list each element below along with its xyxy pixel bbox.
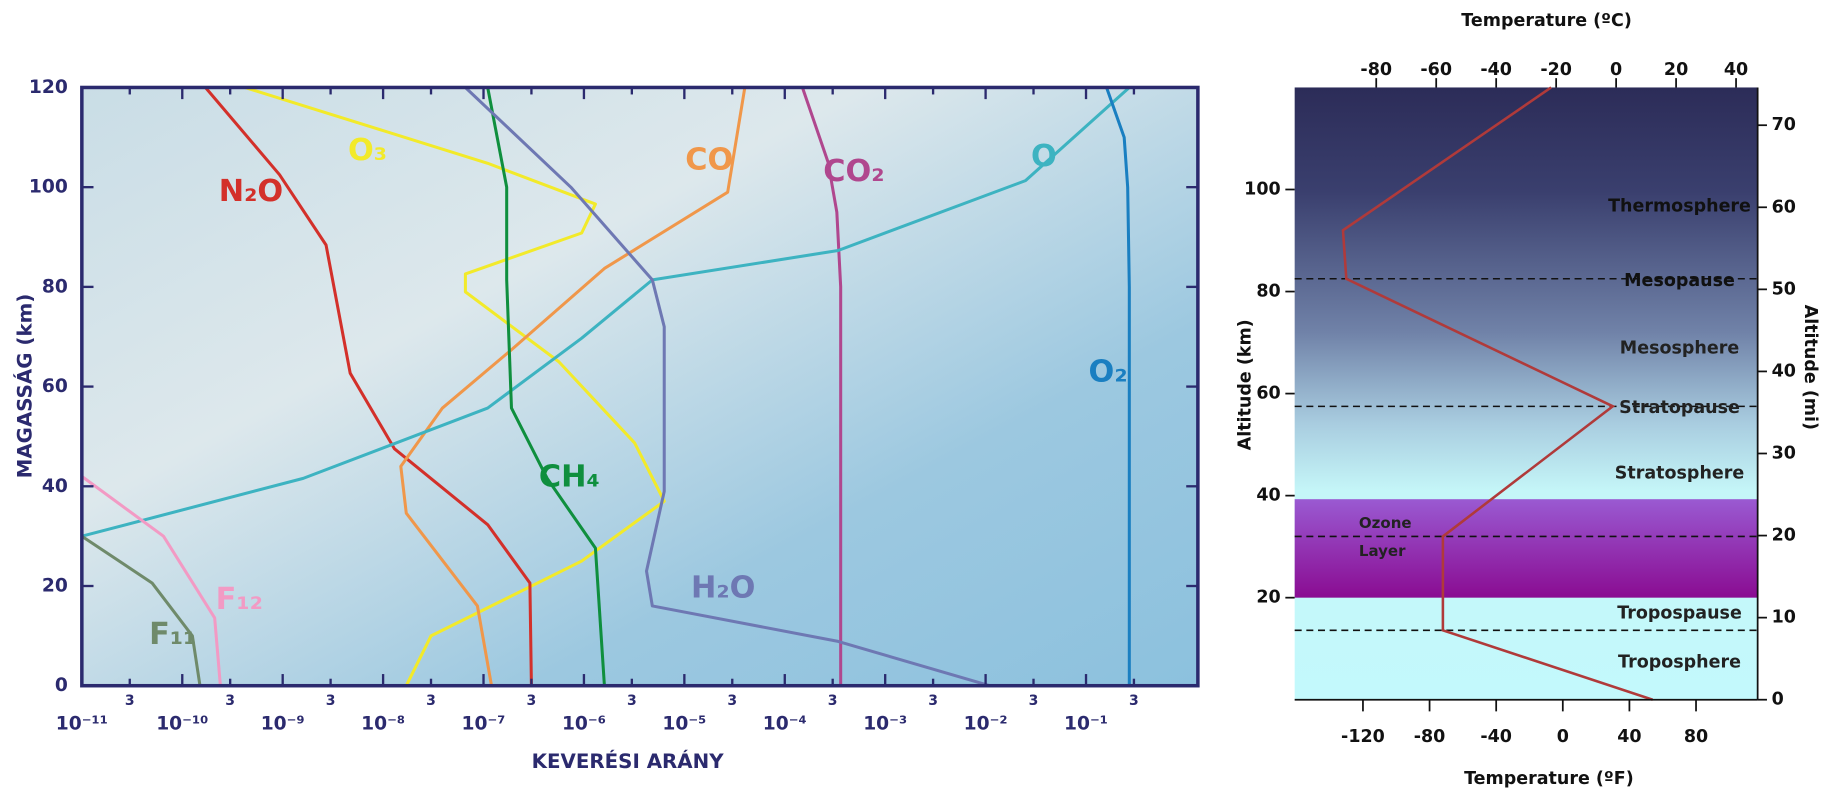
y-tick-label: 120 [29,77,68,98]
y2-axis-title: Altitude (mi) [1800,305,1820,430]
x-tick-label: 3 [828,693,838,709]
x-tick-label: -120 [1341,727,1385,747]
x2-tick-label: 20 [1664,60,1688,80]
x-tick-label: 10⁻⁴ [763,714,807,735]
series-label: O [1031,139,1057,174]
series-label: F₁₁ [149,617,196,652]
layer-label: Stratopause [1619,398,1740,418]
series-label: CO₂ [823,154,884,189]
x-tick-label: 3 [326,693,336,709]
layer-label: Mesopause [1624,271,1735,291]
x-tick-label: 3 [225,693,235,709]
y-tick-label: 40 [1256,486,1280,506]
y-tick-label: 100 [29,177,68,198]
y-axis-title: MAGASSÁG (km) [13,294,36,479]
y2-tick-label: 60 [1772,197,1796,217]
y-tick-label: 80 [1256,282,1280,302]
series-label: CH₄ [539,460,600,495]
x-tick-label: 10⁻¹ [1064,714,1108,735]
series-label: H₂O [691,570,755,605]
y-tick-label: 80 [42,276,68,297]
x2-tick-label: 0 [1610,60,1622,80]
x-tick-label: 3 [527,693,537,709]
x-tick-label: 80 [1684,727,1708,747]
y-tick-label: 20 [42,576,68,597]
ozone-label: Ozone Layer [1359,509,1419,565]
y-tick-label: 40 [42,476,68,497]
x-tick-label: -40 [1480,727,1512,747]
x-tick-label: 10⁻⁵ [662,714,706,735]
x2-tick-label: -40 [1480,60,1512,80]
x2-axis-title: Temperature (ºC) [1461,11,1632,31]
x-tick-label: 3 [125,693,135,709]
series-label: O₃ [348,133,387,168]
layer-label: Thermosphere [1608,196,1751,216]
y2-tick-label: 10 [1772,608,1796,628]
x-axis-title: KEVERÉSI ARÁNY [532,750,725,773]
series-label: CO [685,142,733,177]
y-tick-label: 0 [55,675,68,696]
y-tick-label: 20 [1256,588,1280,608]
series-label: O₂ [1089,355,1128,390]
y2-tick-label: 30 [1772,443,1796,463]
y-tick-label: 60 [42,376,68,397]
x-tick-label: 10⁻⁶ [562,714,606,735]
x2-tick-label: -80 [1360,60,1392,80]
x2-tick-label: -20 [1540,60,1572,80]
y2-tick-label: 0 [1772,690,1784,710]
layer-label: Tropospause [1617,603,1742,623]
x-tick-label: -80 [1414,727,1446,747]
x-tick-label: 3 [727,693,737,709]
x-tick-label: 3 [1129,693,1139,709]
y2-tick-label: 50 [1772,279,1796,299]
x-tick-label: 40 [1617,727,1641,747]
y2-tick-label: 40 [1772,361,1796,381]
layer-label: Troposphere [1618,652,1741,672]
y2-tick-label: 20 [1772,526,1796,546]
x-tick-label: 10⁻³ [863,714,907,735]
x-tick-label: 3 [1029,693,1039,709]
page: KEVERÉSI ARÁNY MAGASSÁG (km) Temperature… [0,0,1829,793]
x-tick-label: 10⁻⁹ [261,714,305,735]
x2-tick-label: 40 [1724,60,1748,80]
x-tick-label: 0 [1557,727,1569,747]
x-tick-label: 10⁻¹¹ [56,714,108,735]
y-tick-label: 100 [1244,180,1281,200]
x-tick-label: 10⁻² [964,714,1008,735]
x-tick-label: 3 [426,693,436,709]
y2-tick-label: 70 [1772,115,1796,135]
layer-label: Mesosphere [1620,339,1740,359]
x-tick-label: 3 [627,693,637,709]
layer-label: Stratosphere [1615,463,1745,483]
y-tick-label: 60 [1256,384,1280,404]
chart: KEVERÉSI ARÁNY MAGASSÁG (km) Temperature… [0,0,1829,793]
series-label: N₂O [219,174,283,209]
x-tick-label: 10⁻⁸ [361,714,405,735]
x-tick-label: 10⁻⁷ [462,714,506,735]
y-axis-title: Altitude (km) [1236,319,1256,450]
x-tick-label: 10⁻¹⁰ [156,714,208,735]
x-tick-label: 3 [928,693,938,709]
x-axis-title: Temperature (ºF) [1464,769,1634,789]
x2-tick-label: -60 [1420,60,1452,80]
series-label: F₁₂ [216,582,263,617]
